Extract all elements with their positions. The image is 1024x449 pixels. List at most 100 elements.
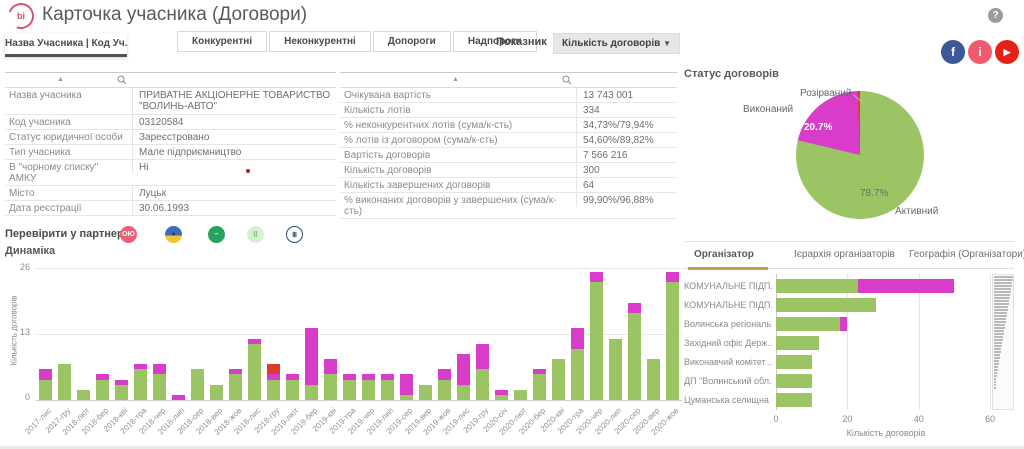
- metric-row[interactable]: Очікувана вартість 13 743 001: [340, 88, 677, 103]
- bar-segment-Активний[interactable]: [495, 394, 508, 400]
- bar-segment-Виконаний[interactable]: [96, 374, 109, 380]
- bar-segment-Активний[interactable]: [776, 278, 859, 293]
- bar-segment-Активний[interactable]: [96, 379, 109, 400]
- bar-2020-вер[interactable]: [647, 359, 660, 400]
- metrics-table-header[interactable]: ▲: [340, 73, 677, 88]
- bar-segment-Виконаний[interactable]: [324, 359, 337, 375]
- bar-segment-Виконаний[interactable]: [362, 374, 375, 380]
- contract-status-pie[interactable]: [796, 91, 924, 219]
- bar-segment-Активний[interactable]: [776, 316, 841, 331]
- bar-2018-кві[interactable]: [115, 379, 128, 400]
- bar-segment-Виконаний[interactable]: [267, 374, 280, 380]
- bar-2018-бер[interactable]: [96, 374, 109, 400]
- partner-icon-4[interactable]: ⠿: [247, 226, 264, 243]
- organizer-row[interactable]: Волинська регіональ...: [684, 314, 1014, 333]
- organizer-row[interactable]: Західний офіс Держ...: [684, 333, 1014, 352]
- bar-2018-лют[interactable]: [77, 389, 90, 400]
- bar-segment-Виконаний[interactable]: [400, 374, 413, 395]
- participant-row[interactable]: Код учасника 03120584: [5, 115, 336, 130]
- participant-row[interactable]: В "чорному списку" АМКУ Ні: [5, 160, 336, 186]
- organizer-row[interactable]: Виконавчий комітет ...: [684, 352, 1014, 371]
- bar-segment-Виконаний[interactable]: [153, 364, 166, 375]
- bar-2019-жов[interactable]: [438, 369, 451, 400]
- tab-participant[interactable]: Назва Учасника | Код Уч...: [5, 33, 127, 57]
- bar-segment-Виконаний[interactable]: [229, 369, 242, 375]
- bar-segment-Виконаний[interactable]: [840, 316, 848, 331]
- org-tab-1[interactable]: Організатор: [694, 249, 754, 260]
- bar-segment-Активний[interactable]: [324, 374, 337, 400]
- bar-segment-Активний[interactable]: [609, 338, 622, 400]
- bar-segment-Активний[interactable]: [628, 313, 641, 400]
- bar-segment-Активний[interactable]: [571, 348, 584, 400]
- organizer-row[interactable]: Цуманська селищна ...: [684, 390, 1014, 409]
- bar-segment-Активний[interactable]: [647, 359, 660, 400]
- bar-segment-Активний[interactable]: [419, 384, 432, 400]
- participant-row[interactable]: Дата реєстрації 30.06.1993: [5, 201, 336, 216]
- bar-segment-Активний[interactable]: [115, 384, 128, 400]
- bar-segment-Активний[interactable]: [267, 379, 280, 400]
- partner-icon-1[interactable]: ОЮ: [120, 226, 137, 243]
- organizer-bar[interactable]: [776, 278, 955, 293]
- participant-row[interactable]: Статус юридичної особи Зареєстровано: [5, 130, 336, 145]
- youtube-icon[interactable]: ▶: [995, 40, 1019, 64]
- bar-segment-Виконаний[interactable]: [438, 369, 451, 380]
- bar-2019-лип[interactable]: [381, 374, 394, 400]
- bar-segment-Виконаний[interactable]: [134, 364, 147, 370]
- bar-segment-Виконаний[interactable]: [457, 353, 470, 385]
- bar-segment-Активний[interactable]: [457, 384, 470, 400]
- bar-2018-сер[interactable]: [191, 369, 204, 400]
- bar-segment-Активний[interactable]: [134, 369, 147, 400]
- tab-2[interactable]: Неконкурентні: [269, 31, 371, 52]
- bar-2018-жов[interactable]: [229, 369, 242, 400]
- bar-segment-Розірваний[interactable]: [267, 364, 280, 375]
- metric-row[interactable]: % лотів із договором (сума/к-сть) 54,60%/…: [340, 133, 677, 148]
- bar-segment-Активний[interactable]: [776, 335, 819, 350]
- bar-segment-Активний[interactable]: [776, 354, 812, 369]
- bar-segment-Активний[interactable]: [286, 379, 299, 400]
- bar-2019-лют[interactable]: [286, 374, 299, 400]
- bar-2020-сер[interactable]: [628, 302, 641, 400]
- bar-segment-Активний[interactable]: [776, 392, 812, 407]
- bar-2020-лип[interactable]: [609, 338, 622, 400]
- bar-2017-гру[interactable]: [58, 364, 71, 400]
- organizer-bar[interactable]: [776, 335, 819, 350]
- participant-row[interactable]: Назва учасника ПРИВАТНЕ АКЦІОНЕРНЕ ТОВАРИ…: [5, 88, 336, 115]
- bar-2019-тра[interactable]: [343, 374, 356, 400]
- bar-segment-Активний[interactable]: [39, 379, 52, 400]
- bar-segment-Активний[interactable]: [305, 384, 318, 400]
- search-icon[interactable]: [117, 75, 127, 88]
- bar-segment-Виконаний[interactable]: [172, 394, 185, 400]
- bar-segment-Активний[interactable]: [229, 374, 242, 400]
- bar-segment-Виконаний[interactable]: [476, 343, 489, 370]
- tab-4[interactable]: Надпороги: [452, 31, 537, 52]
- bar-segment-Активний[interactable]: [776, 373, 812, 388]
- bar-2019-вер[interactable]: [419, 384, 432, 400]
- bar-segment-Виконаний[interactable]: [858, 278, 955, 293]
- partner-icon-2[interactable]: ♦: [165, 226, 182, 243]
- organizer-bar[interactable]: [776, 354, 812, 369]
- bar-segment-Виконаний[interactable]: [571, 328, 584, 349]
- bar-2020-січ[interactable]: [495, 389, 508, 400]
- bar-segment-Активний[interactable]: [58, 364, 71, 400]
- bar-segment-Активний[interactable]: [362, 379, 375, 400]
- bar-segment-Виконаний[interactable]: [628, 302, 641, 314]
- bar-2020-тра[interactable]: [571, 328, 584, 400]
- bar-segment-Активний[interactable]: [666, 282, 679, 400]
- org-tab-3[interactable]: Географія (Організатори): [909, 249, 1024, 260]
- partner-icon-3[interactable]: –: [208, 226, 225, 243]
- organizer-bar[interactable]: [776, 392, 812, 407]
- participant-row[interactable]: Тип учасника Мале підприємництво: [5, 145, 336, 160]
- bar-segment-Активний[interactable]: [400, 394, 413, 400]
- bar-2018-вер[interactable]: [210, 384, 223, 400]
- metric-row[interactable]: Вартість договорів 7 566 216: [340, 148, 677, 163]
- bar-segment-Виконаний[interactable]: [286, 374, 299, 380]
- bar-2019-бер[interactable]: [305, 328, 318, 400]
- bar-2018-тра[interactable]: [134, 364, 147, 400]
- bar-segment-Активний[interactable]: [153, 374, 166, 400]
- bar-segment-Виконаний[interactable]: [590, 272, 603, 283]
- bar-segment-Активний[interactable]: [776, 297, 876, 312]
- metric-row[interactable]: Кількість лотів 334: [340, 103, 677, 118]
- participant-row[interactable]: Місто Луцьк: [5, 186, 336, 201]
- organizer-bar[interactable]: [776, 316, 848, 331]
- bar-segment-Виконаний[interactable]: [343, 374, 356, 380]
